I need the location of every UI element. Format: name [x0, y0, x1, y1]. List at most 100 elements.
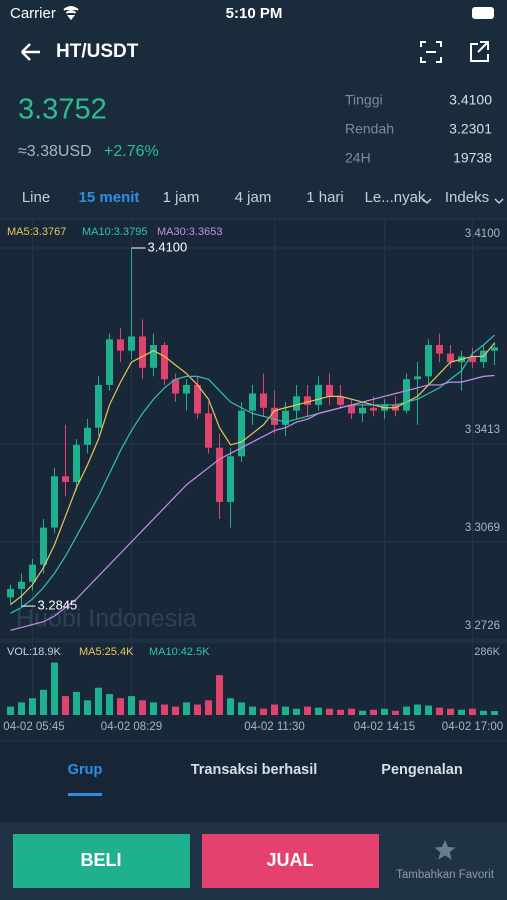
volume-bar: [238, 702, 245, 715]
x-tick-label: 04-02 11:30: [244, 721, 305, 733]
clock: 5:10 PM: [226, 5, 283, 22]
y-tick-label: 3.2726: [465, 620, 500, 632]
fullscreen-button[interactable]: [420, 41, 442, 63]
volume-bar: [40, 689, 47, 715]
annotation-label: 3.4100: [148, 239, 188, 254]
candle-body: [216, 447, 223, 502]
stats: Tinggi 3.4100 Rendah 3.2301 24H 19738: [345, 92, 492, 166]
interval-tab[interactable]: 1 hari: [306, 189, 344, 206]
sell-label: JUAL: [266, 850, 313, 870]
candle-body: [359, 407, 366, 414]
y-tick-label: 3.3069: [465, 522, 500, 534]
candle-body: [128, 336, 135, 351]
x-tick-label: 04-02 14:15: [354, 721, 415, 733]
candle-body: [315, 384, 322, 405]
candle-body: [293, 396, 300, 411]
volume-bar: [315, 707, 322, 715]
tab[interactable]: Grup: [68, 762, 103, 778]
ma-line: [10, 374, 495, 631]
tab[interactable]: Pengenalan: [381, 762, 462, 778]
volume-bar: [62, 696, 69, 715]
stat-label: Rendah: [345, 121, 394, 137]
favorite-label[interactable]: Tambahkan Favorit: [396, 869, 495, 881]
volume-bar: [403, 706, 410, 715]
interval-tabs: Line 15 menit 1 jam 4 jam 1 hari Le...nyak Ind…: [22, 189, 504, 206]
candle-body: [18, 581, 25, 589]
tab[interactable]: Transaksi berhasil: [191, 762, 318, 778]
candle-body: [447, 353, 454, 363]
buy-button[interactable]: [13, 834, 190, 888]
volume-bar: [480, 710, 487, 715]
volume-bar: [139, 700, 146, 715]
volume-bar: [436, 707, 443, 715]
stat-label: 24H: [345, 150, 371, 166]
candle-body: [491, 347, 498, 351]
interval-tab[interactable]: 4 jam: [235, 189, 272, 206]
usd-price: ≈3.38USD: [18, 143, 92, 160]
volume-bar: [95, 687, 102, 715]
interval-tab[interactable]: 15 menit: [79, 189, 140, 206]
candle-body: [73, 444, 80, 482]
stat-value: 19738: [453, 150, 492, 166]
candle-body: [194, 384, 201, 414]
ma-line: [10, 342, 495, 606]
volume-bar: [260, 708, 267, 715]
volume-bar: [7, 706, 14, 715]
buy-label: BELI: [80, 850, 121, 870]
volume-bar: [205, 700, 212, 715]
vol-legend: MA5:25.4K: [79, 646, 134, 658]
share-button[interactable]: [470, 41, 489, 62]
bottom-tabs: Grup Transaksi berhasil Pengenalan: [68, 762, 463, 796]
candle-body: [227, 456, 234, 502]
tab-bar: [0, 742, 507, 822]
change: +2.76%: [104, 143, 159, 160]
candle-body: [238, 410, 245, 457]
candle-body: [62, 476, 69, 482]
tab-indicator: [68, 793, 102, 796]
volume-bar: [381, 708, 388, 715]
interval-tab: Indeks: [445, 189, 489, 206]
pair-title: HT/USDT: [56, 41, 139, 62]
volume-bar: [106, 694, 113, 715]
volume-bar: [491, 711, 498, 715]
volume-bar: [18, 702, 25, 715]
volume-bar: [84, 700, 91, 715]
candle-body: [326, 384, 333, 397]
stat-value: 3.4100: [449, 92, 492, 108]
wifi-icon: [63, 6, 79, 21]
last-price: 3.3752: [18, 94, 107, 126]
sell-button[interactable]: [202, 834, 379, 888]
annotation-label: 3.2845: [38, 597, 78, 612]
y-tick-label: 3.4100: [465, 228, 500, 240]
volume-bar: [51, 662, 58, 715]
candle-body: [425, 345, 432, 377]
legend-entry: MA10:3.3795: [82, 226, 147, 238]
volume-bar: [359, 710, 366, 715]
volume-bar: [249, 706, 256, 715]
back-button[interactable]: [21, 43, 40, 61]
volume-bar: [216, 675, 223, 715]
volume-bar: [425, 705, 432, 715]
candle-body: [337, 396, 344, 405]
interval-tab[interactable]: Line: [22, 189, 50, 206]
volume-bar: [326, 708, 333, 715]
volume-bar: [458, 709, 465, 715]
x-tick-label: 04-02 08:29: [101, 721, 162, 733]
x-tick-label: 04-02 05:45: [3, 721, 64, 733]
stat-value: 3.2301: [449, 121, 492, 137]
candle-body: [469, 356, 476, 363]
legend-entry: MA30:3.3653: [157, 226, 222, 238]
interval-tab[interactable]: 1 jam: [163, 189, 200, 206]
volume-bar: [227, 698, 234, 715]
volume-bar: [29, 698, 36, 715]
candle-body: [117, 339, 124, 351]
dropdown-arrow[interactable]: [422, 198, 432, 205]
volume-bar: [128, 696, 135, 715]
candle-body: [161, 345, 168, 380]
candle-body: [172, 379, 179, 394]
candle-body: [282, 410, 289, 425]
favorite-icon[interactable]: [434, 840, 456, 860]
dropdown-arrow[interactable]: [494, 198, 504, 205]
candle-body: [106, 339, 113, 385]
